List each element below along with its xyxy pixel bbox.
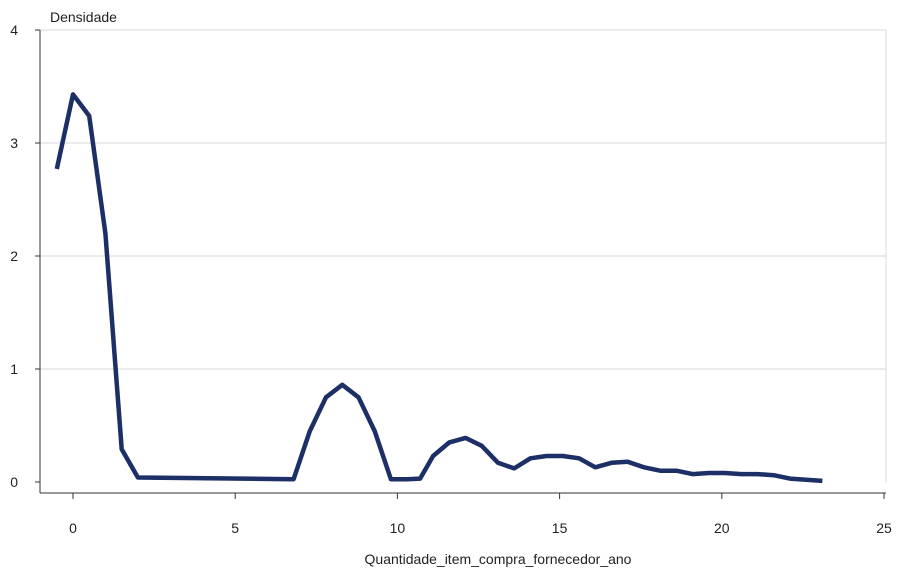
y-tick-label: 3 bbox=[10, 135, 18, 151]
x-tick-label: 25 bbox=[876, 520, 892, 536]
x-axis-ticks: 0 5 10 15 20 25 bbox=[69, 493, 892, 536]
y-tick-label: 4 bbox=[10, 22, 18, 38]
x-tick-label: 0 bbox=[69, 520, 77, 536]
y-axis-label: Densidade bbox=[50, 9, 117, 25]
y-tick-label: 2 bbox=[10, 248, 18, 264]
x-tick-label: 20 bbox=[714, 520, 730, 536]
series-group bbox=[54, 92, 823, 484]
y-axis-ticks: 0 1 2 3 4 bbox=[10, 22, 40, 490]
x-tick-label: 10 bbox=[390, 520, 406, 536]
x-axis-label: Quantidade_item_compra_fornecedor_ano bbox=[365, 551, 632, 567]
y-tick-label: 1 bbox=[10, 361, 18, 377]
x-tick-label: 15 bbox=[552, 520, 568, 536]
grid-lines bbox=[40, 29, 887, 482]
x-tick-label: 5 bbox=[231, 520, 239, 536]
y-tick-label: 0 bbox=[10, 474, 18, 490]
density-line-series-0 bbox=[54, 92, 823, 484]
